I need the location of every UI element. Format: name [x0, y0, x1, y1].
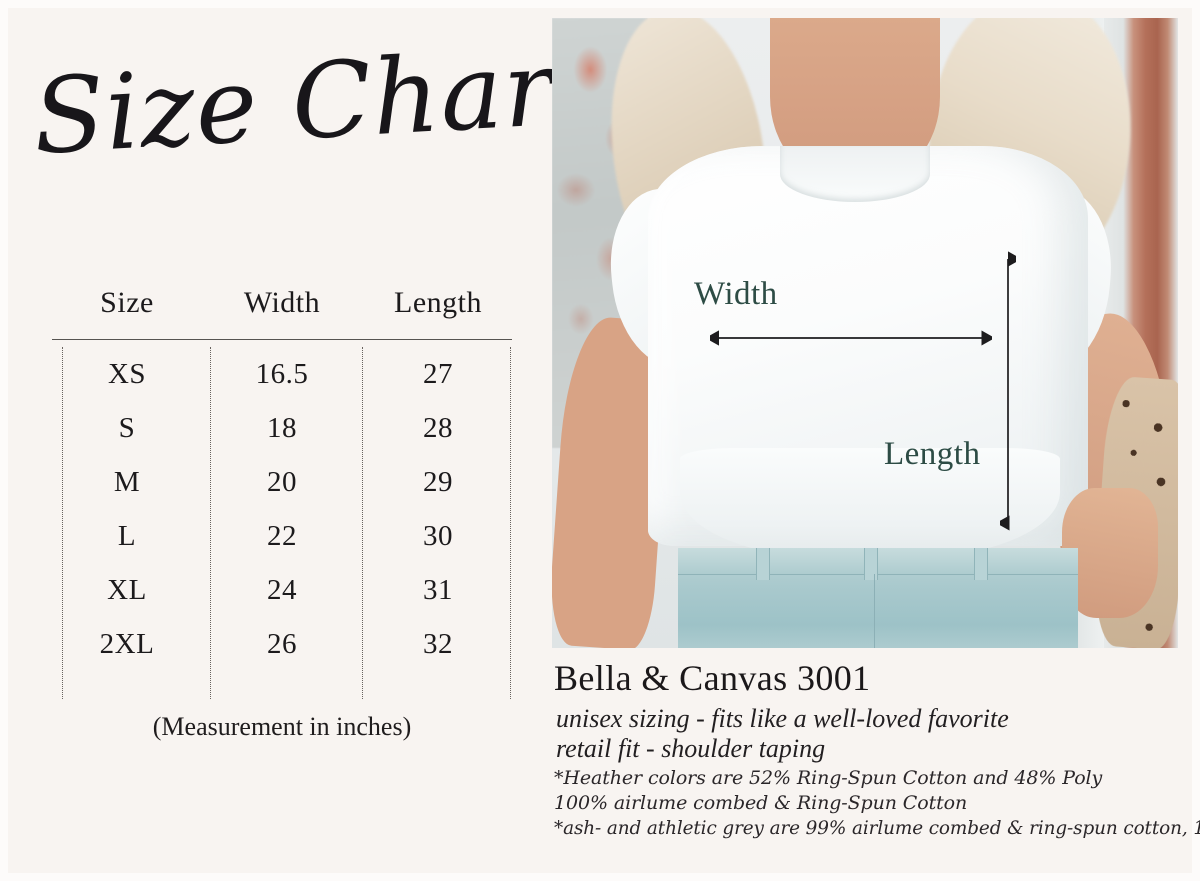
product-subtitle-line-2: retail fit - shoulder taping	[556, 734, 826, 763]
model-jeans	[678, 548, 1078, 648]
cell-length: 29	[423, 465, 453, 498]
jeans-belt-loop	[756, 548, 770, 580]
cell-size: S	[118, 411, 136, 444]
fine-print-line-3: *ash- and athletic grey are 99% airlume …	[554, 818, 1200, 839]
width-arrow-icon	[710, 330, 992, 346]
table-row: XL 24 31	[52, 563, 514, 617]
tshirt-hem	[680, 448, 1060, 558]
jeans-belt-loop	[864, 548, 878, 580]
cell-size: M	[113, 465, 141, 498]
cell-length: 32	[423, 627, 453, 660]
cell-size: XL	[107, 573, 147, 606]
product-photo: Width Length	[552, 18, 1178, 648]
jeans-belt-loop	[974, 548, 988, 580]
right-column: Width Length	[552, 0, 1200, 881]
measurement-note: (Measurement in inches)	[152, 712, 412, 741]
length-measurement-label: Length	[884, 436, 981, 472]
page-title: Size Chart	[30, 24, 600, 178]
cell-width: 24	[267, 573, 297, 606]
cell-length: 27	[423, 357, 453, 390]
table-vertical-line-2	[362, 347, 363, 699]
table-body: XS 16.5 27 S 18 28 M 20 29 L 22 30 XL 24	[52, 347, 514, 699]
table-vertical-line-1	[210, 347, 211, 699]
jeans-fly-seam	[874, 574, 875, 648]
table-header-divider	[52, 339, 512, 340]
table-vertical-line-right	[510, 347, 511, 699]
cell-width: 16.5	[255, 357, 309, 390]
cell-width: 26	[267, 627, 297, 660]
cell-size: 2XL	[99, 627, 155, 660]
table-row: XS 16.5 27	[52, 347, 514, 401]
table-row: L 22 30	[52, 509, 514, 563]
cell-size: XS	[107, 357, 147, 390]
tshirt-collar	[780, 146, 930, 202]
fine-print-line-1: *Heather colors are 52% Ring-Spun Cotton…	[554, 767, 1103, 789]
table-header-row: Size Width Length	[52, 286, 514, 338]
left-column: Size Chart Size Width Length XS 16.5 27 …	[0, 0, 600, 881]
table-row: M 20 29	[52, 455, 514, 509]
fine-print-line-2: 100% airlume combed & Ring-Spun Cotton	[554, 792, 968, 814]
model-hand-right	[1062, 488, 1158, 618]
product-title: Bella & Canvas 3001	[554, 658, 871, 698]
column-header-size: Size	[100, 286, 154, 319]
cell-length: 28	[423, 411, 453, 444]
size-table: Size Width Length	[52, 286, 514, 338]
cell-width: 22	[267, 519, 297, 552]
table-vertical-line-left	[62, 347, 63, 699]
cell-length: 31	[423, 573, 453, 606]
cell-length: 30	[423, 519, 453, 552]
column-header-width: Width	[243, 286, 321, 319]
width-measurement-label: Width	[694, 276, 778, 312]
table-row: 2XL 26 32	[52, 617, 514, 671]
product-subtitle-line-1: unisex sizing - fits like a well-loved f…	[556, 704, 1009, 733]
table-row: S 18 28	[52, 401, 514, 455]
length-arrow-icon	[1000, 251, 1016, 531]
cell-size: L	[117, 519, 137, 552]
jeans-waistband	[678, 548, 1078, 575]
photo-scene: Width Length	[552, 18, 1178, 648]
cell-width: 20	[267, 465, 297, 498]
cell-width: 18	[267, 411, 297, 444]
column-header-length: Length	[394, 286, 482, 319]
